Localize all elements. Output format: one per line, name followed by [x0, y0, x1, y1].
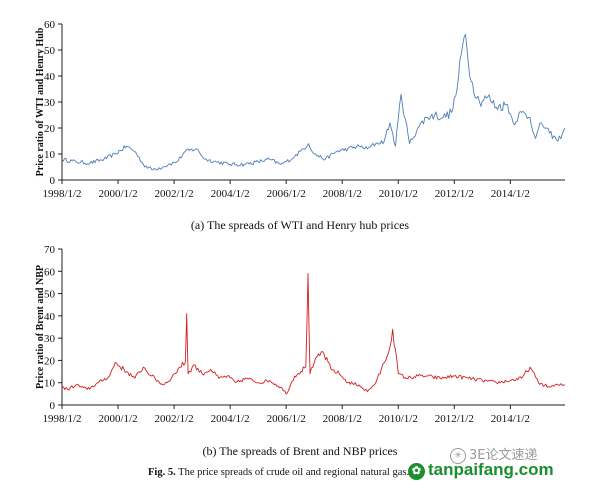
x-tick-label: 2014/1/2	[491, 413, 530, 425]
y-tick-label: 0	[50, 400, 56, 412]
y-tick-label: 50	[44, 289, 56, 301]
y-axis-label: Price ratio of WTI and Henry Hub	[35, 27, 46, 176]
x-tick-label: 2002/1/2	[155, 413, 194, 425]
x-tick-label: 2008/1/2	[323, 413, 362, 425]
wechat-text: 3E论文速递	[469, 448, 538, 463]
leaf-icon: ✿	[408, 463, 425, 480]
y-tick-label: 60	[44, 19, 56, 31]
wechat-watermark: ✳ 3E论文速递	[450, 444, 538, 464]
x-tick-label: 1998/1/2	[42, 413, 81, 425]
x-tick-label: 2012/1/2	[435, 413, 474, 425]
x-tick-label: 2008/1/2	[323, 188, 362, 200]
y-tick-label: 70	[44, 244, 56, 256]
x-tick-label: 2000/1/2	[98, 413, 137, 425]
figure-caption-text: The price spreads of crude oil and regio…	[178, 467, 410, 478]
x-tick-label: 2000/1/2	[98, 188, 137, 200]
y-tick-label: 60	[44, 266, 56, 278]
x-tick-label: 2012/1/2	[435, 188, 474, 200]
series-line	[61, 273, 566, 395]
y-tick-label: 40	[44, 311, 56, 323]
brand-text: tanpaifang.com	[428, 460, 554, 479]
y-tick-label: 20	[44, 355, 56, 367]
x-tick-label: 2006/1/2	[267, 188, 306, 200]
figure-label: Fig. 5.	[148, 467, 176, 478]
y-tick-label: 40	[44, 71, 56, 83]
chart-wti-henry-hub: 0 10 20 30 40 50 60 1998/1/2 2000/1/2 2002/1/2 200…	[35, 19, 566, 232]
x-tick-label: 2010/1/2	[379, 413, 418, 425]
x-tick-label: 2010/1/2	[379, 188, 418, 200]
chart-caption: (b) The spreads of Brent and NBP prices	[203, 444, 398, 458]
x-tick-label: 2006/1/2	[267, 413, 306, 425]
y-tick-label: 50	[44, 45, 56, 57]
y-axis-label: Price ratio of Brent and NBP	[35, 265, 46, 389]
figure-caption: Fig. 5. The price spreads of crude oil a…	[148, 467, 409, 478]
series-line	[61, 33, 566, 171]
y-tick-label: 10	[44, 149, 56, 161]
y-tick-label: 10	[44, 378, 56, 390]
chart-brent-nbp: 0 10 20 30 40 50 60 70 1998/1/2 2000/1/2 2002/1/2 2…	[35, 244, 566, 458]
wechat-icon: ✳	[450, 448, 466, 464]
chart-caption: (a) The spreads of WTI and Henry hub pri…	[191, 218, 409, 232]
y-tick-label: 20	[44, 123, 56, 135]
x-tick-label: 2014/1/2	[491, 188, 530, 200]
brand-watermark: ✿ tanpaifang.com	[408, 460, 554, 480]
x-tick-label: 2004/1/2	[211, 413, 250, 425]
y-tick-label: 30	[44, 333, 56, 345]
x-tick-label: 2002/1/2	[155, 188, 194, 200]
x-tick-label: 2004/1/2	[211, 188, 250, 200]
x-tick-label: 1998/1/2	[42, 188, 81, 200]
y-tick-label: 30	[44, 97, 56, 109]
y-tick-label: 0	[50, 175, 56, 187]
